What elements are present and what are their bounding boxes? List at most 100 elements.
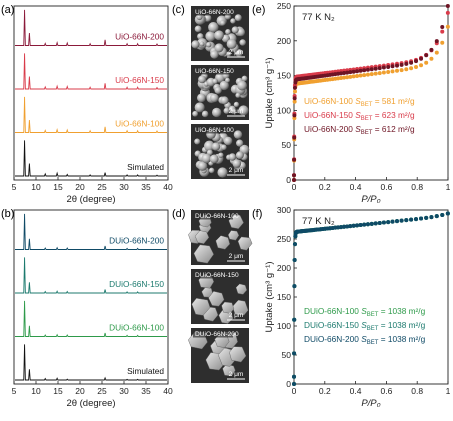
sem-particle [239,39,246,46]
scale-bar-label: 2 μm [229,371,244,378]
sem-particle [194,102,205,113]
series-label: UiO-66N-100 [115,119,164,129]
xrd-chart-a: 5 10 15 20 25 30 35 40 2θ (degree) UiO-66N-200 UiO… [12,5,173,205]
sem-sample-label: DUiO-66N-150 [195,272,239,279]
xrd-series: Simulated [15,344,167,381]
isotherm-point [369,67,374,72]
sem-particle [235,92,241,98]
x-axis-title: P/P₀ [361,194,380,205]
sem-image: UiO-66N-150 2 μm [191,65,249,120]
legend-sbet-value: = 581 m²/g [372,96,415,106]
chart-title: 77 K N₂ [302,216,335,227]
isotherm-point [351,74,356,79]
sem-particle [224,77,231,83]
sem-particle [223,107,230,114]
sem-particle [223,136,233,146]
isotherm-point [419,216,424,221]
panel-label-d: (d) [172,208,185,220]
sem-crystal [208,291,225,307]
sem-particle [226,51,232,57]
legend-sample-name: UiO-66N-150 [304,110,355,120]
x-tick-label: 0.2 [319,386,331,396]
x-tick-label: 10 [31,386,41,396]
sem-label-bg [193,211,233,220]
legend-sbet-value: = 623 m²/g [372,110,415,120]
isotherm-point [434,214,439,219]
scale-bar-label: 2 μm [229,312,244,319]
x-axis-title: 2θ (degree) [66,398,115,409]
sem-sample-label: UiO-66N-100 [195,127,234,134]
isotherm-point [339,225,344,230]
series-label: DUiO-66N-150 [109,279,164,289]
isotherm-point [440,213,445,218]
sem-particle [196,13,203,21]
y-tick-label: 100 [277,321,291,331]
x-tick-label: 10 [31,182,41,192]
x-axis-title: 2θ (degree) [66,194,115,205]
isotherm-point [348,74,353,79]
sem-particle [197,93,206,103]
isotherm-point [404,61,409,66]
y-axis-title: Uptake (cm³ g⁻¹) [264,262,275,333]
isotherm-point [362,73,367,78]
isotherm-point [395,63,400,68]
y-tick-label: 200 [277,36,291,46]
xrd-pattern-line [15,96,167,133]
sem-image: DUiO-66N-200 2 μm [188,328,249,383]
y-tick-label: 200 [277,263,291,273]
sem-particle [218,152,224,158]
isotherm-point [399,218,404,223]
legend-entry: UiO-66N-150 SBET = 623 m²/g [304,110,415,122]
legend-sbet-value: = 1038 m²/g [378,334,425,344]
plot-frame [293,209,449,385]
legend-sbet-subscript: BET [367,312,379,318]
isotherm-series: UiO-66N-200 SBET = 612 m²/g [292,4,450,182]
sem-particle [194,138,201,145]
sem-particle [234,14,242,22]
isotherm-point [395,68,400,73]
sem-particle [208,22,219,33]
legend-sbet-symbol: S [355,124,361,134]
isotherm-point [351,223,356,228]
legend-sample-name: UiO-66N-200 [304,124,355,134]
isotherm-point [445,4,450,8]
sem-image: DUiO-66N-100 2 μm [188,210,253,265]
sem-crystal [191,297,211,316]
isotherm-point [292,96,297,101]
sem-particle [233,130,243,139]
x-tick-label: 0.4 [350,386,362,396]
isotherm-point [345,70,350,75]
sem-image: DUiO-66N-150 2 μm [191,269,249,324]
sem-particle [201,110,209,118]
y-tick-label: 100 [277,105,291,115]
sem-particle [230,18,236,24]
isotherm-point [445,211,450,216]
sem-particle [214,86,222,94]
isotherm-point [342,75,347,80]
scale-bar-label: 2 μm [229,167,244,174]
sem-particle [201,153,212,164]
isotherm-point [358,223,363,228]
series-label: UiO-66N-200 [115,32,164,42]
sem-particle [230,108,237,114]
isotherm-point [369,221,374,226]
sem-image: UiO-66N-100 2 μm [191,124,250,179]
sem-particle [214,43,224,53]
sem-label-bg [193,7,233,16]
panel-label-e: (e) [252,4,265,16]
isotherm-point [399,62,404,67]
panel-label-c: (c) [172,4,185,16]
sem-particle [220,20,226,26]
xrd-pattern-line [15,213,167,250]
isotherm-point [292,85,297,90]
y-tick-label: 50 [282,140,292,150]
isotherm-point [365,67,370,72]
legend-sbet-symbol: S [361,306,367,316]
sem-crystal [235,283,248,295]
x-axis-title: P/P₀ [361,398,380,409]
sem-crystal [222,364,236,377]
sem-particle [210,93,219,103]
xrd-chart-b: 5 10 15 20 25 30 35 40 2θ (degree) DUiO-66N-200 DU… [12,209,173,409]
isotherm-point [424,60,429,65]
isotherm-point [339,71,344,76]
